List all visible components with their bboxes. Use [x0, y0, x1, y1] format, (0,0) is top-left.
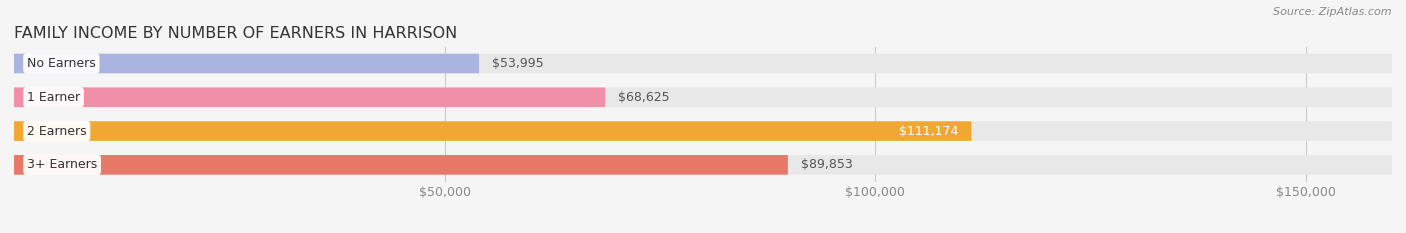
Text: Source: ZipAtlas.com: Source: ZipAtlas.com — [1274, 7, 1392, 17]
Text: 2 Earners: 2 Earners — [27, 125, 87, 137]
Text: No Earners: No Earners — [27, 57, 96, 70]
FancyBboxPatch shape — [14, 87, 1392, 107]
Text: 3+ Earners: 3+ Earners — [27, 158, 97, 171]
Text: FAMILY INCOME BY NUMBER OF EARNERS IN HARRISON: FAMILY INCOME BY NUMBER OF EARNERS IN HA… — [14, 26, 457, 41]
Text: $111,174: $111,174 — [900, 125, 959, 137]
Text: $68,625: $68,625 — [619, 91, 669, 104]
FancyBboxPatch shape — [14, 54, 479, 73]
Text: $53,995: $53,995 — [492, 57, 544, 70]
FancyBboxPatch shape — [14, 121, 972, 141]
FancyBboxPatch shape — [14, 155, 787, 175]
Text: 1 Earner: 1 Earner — [27, 91, 80, 104]
FancyBboxPatch shape — [14, 54, 1392, 73]
FancyBboxPatch shape — [14, 155, 1392, 175]
FancyBboxPatch shape — [14, 87, 605, 107]
Text: $89,853: $89,853 — [801, 158, 852, 171]
FancyBboxPatch shape — [14, 121, 1392, 141]
